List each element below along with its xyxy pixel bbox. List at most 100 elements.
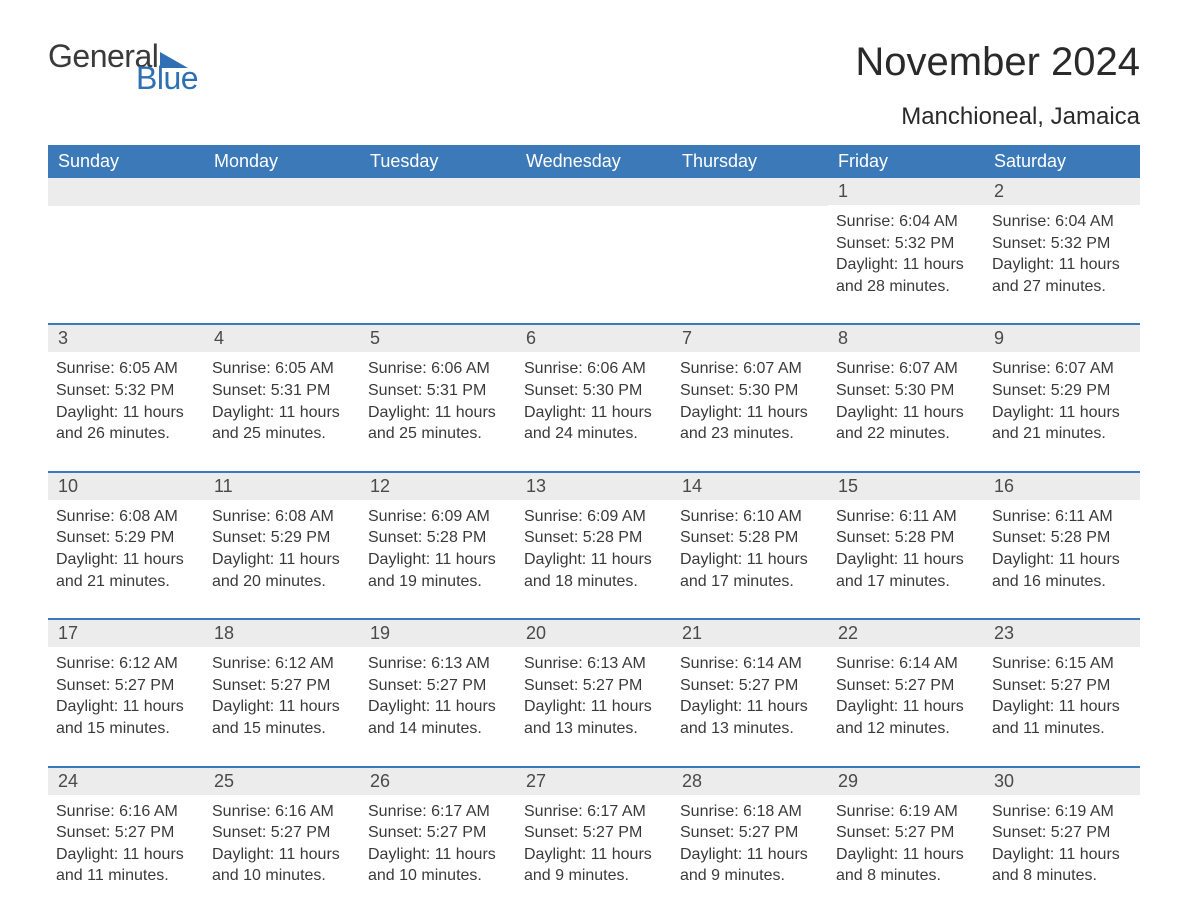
daylight-line: and 23 minutes.	[680, 423, 818, 445]
sunset-line: Sunset: 5:27 PM	[992, 675, 1130, 697]
sunset-line: Sunset: 5:27 PM	[212, 822, 350, 844]
sunset-line: Sunset: 5:28 PM	[680, 527, 818, 549]
sunset-line: Sunset: 5:32 PM	[992, 233, 1130, 255]
day-body: Sunrise: 6:07 AMSunset: 5:30 PMDaylight:…	[828, 352, 984, 448]
daylight-line: and 11 minutes.	[56, 865, 194, 887]
daylight-line: Daylight: 11 hours	[212, 549, 350, 571]
day-number: 4	[204, 325, 360, 352]
day-body: Sunrise: 6:08 AMSunset: 5:29 PMDaylight:…	[48, 500, 204, 596]
sunrise-line: Sunrise: 6:18 AM	[680, 801, 818, 823]
sunrise-line: Sunrise: 6:19 AM	[992, 801, 1130, 823]
day-number: 26	[360, 768, 516, 795]
calendar: SundayMondayTuesdayWednesdayThursdayFrid…	[48, 145, 1140, 891]
day-number: 9	[984, 325, 1140, 352]
daylight-line: Daylight: 11 hours	[836, 696, 974, 718]
day-number: 2	[984, 178, 1140, 205]
daylight-line: Daylight: 11 hours	[992, 844, 1130, 866]
day-number: 11	[204, 473, 360, 500]
daylight-line: Daylight: 11 hours	[992, 254, 1130, 276]
daylight-line: Daylight: 11 hours	[368, 696, 506, 718]
daylight-line: and 10 minutes.	[212, 865, 350, 887]
header: General Blue November 2024 Manchioneal, …	[48, 40, 1140, 131]
sunrise-line: Sunrise: 6:19 AM	[836, 801, 974, 823]
sunset-line: Sunset: 5:28 PM	[368, 527, 506, 549]
day-body: Sunrise: 6:16 AMSunset: 5:27 PMDaylight:…	[204, 795, 360, 891]
daylight-line: and 20 minutes.	[212, 571, 350, 593]
title-block: November 2024 Manchioneal, Jamaica	[855, 40, 1140, 131]
daylight-line: and 15 minutes.	[212, 718, 350, 740]
day-cell: 2Sunrise: 6:04 AMSunset: 5:32 PMDaylight…	[984, 178, 1140, 301]
day-cell: 12Sunrise: 6:09 AMSunset: 5:28 PMDayligh…	[360, 473, 516, 596]
day-body: Sunrise: 6:07 AMSunset: 5:29 PMDaylight:…	[984, 352, 1140, 448]
daylight-line: and 21 minutes.	[56, 571, 194, 593]
sunrise-line: Sunrise: 6:13 AM	[368, 653, 506, 675]
sunset-line: Sunset: 5:27 PM	[836, 675, 974, 697]
day-body: Sunrise: 6:04 AMSunset: 5:32 PMDaylight:…	[984, 205, 1140, 301]
daylight-line: Daylight: 11 hours	[680, 844, 818, 866]
sunset-line: Sunset: 5:30 PM	[836, 380, 974, 402]
day-body: Sunrise: 6:10 AMSunset: 5:28 PMDaylight:…	[672, 500, 828, 596]
daylight-line: and 25 minutes.	[368, 423, 506, 445]
sunrise-line: Sunrise: 6:16 AM	[212, 801, 350, 823]
day-number: 7	[672, 325, 828, 352]
daylight-line: Daylight: 11 hours	[212, 402, 350, 424]
week-row: 1Sunrise: 6:04 AMSunset: 5:32 PMDaylight…	[48, 178, 1140, 301]
sunset-line: Sunset: 5:27 PM	[368, 675, 506, 697]
day-cell: 6Sunrise: 6:06 AMSunset: 5:30 PMDaylight…	[516, 325, 672, 448]
sunrise-line: Sunrise: 6:07 AM	[680, 358, 818, 380]
sunrise-line: Sunrise: 6:11 AM	[836, 506, 974, 528]
week-row: 24Sunrise: 6:16 AMSunset: 5:27 PMDayligh…	[48, 766, 1140, 891]
dow-header-cell: Monday	[204, 145, 360, 178]
sunset-line: Sunset: 5:29 PM	[992, 380, 1130, 402]
day-number: 19	[360, 620, 516, 647]
day-cell: 27Sunrise: 6:17 AMSunset: 5:27 PMDayligh…	[516, 768, 672, 891]
sunrise-line: Sunrise: 6:17 AM	[368, 801, 506, 823]
day-cell: 15Sunrise: 6:11 AMSunset: 5:28 PMDayligh…	[828, 473, 984, 596]
day-body: Sunrise: 6:07 AMSunset: 5:30 PMDaylight:…	[672, 352, 828, 448]
weeks-container: 1Sunrise: 6:04 AMSunset: 5:32 PMDaylight…	[48, 178, 1140, 891]
sunrise-line: Sunrise: 6:15 AM	[992, 653, 1130, 675]
day-number: 16	[984, 473, 1140, 500]
sunrise-line: Sunrise: 6:04 AM	[836, 211, 974, 233]
sunrise-line: Sunrise: 6:06 AM	[368, 358, 506, 380]
daylight-line: Daylight: 11 hours	[992, 696, 1130, 718]
day-body: Sunrise: 6:19 AMSunset: 5:27 PMDaylight:…	[984, 795, 1140, 891]
daylight-line: and 9 minutes.	[524, 865, 662, 887]
day-cell: 21Sunrise: 6:14 AMSunset: 5:27 PMDayligh…	[672, 620, 828, 743]
dow-header-cell: Friday	[828, 145, 984, 178]
day-body: Sunrise: 6:13 AMSunset: 5:27 PMDaylight:…	[360, 647, 516, 743]
day-body: Sunrise: 6:15 AMSunset: 5:27 PMDaylight:…	[984, 647, 1140, 743]
daylight-line: Daylight: 11 hours	[836, 254, 974, 276]
day-number: 8	[828, 325, 984, 352]
dow-header-cell: Tuesday	[360, 145, 516, 178]
sunrise-line: Sunrise: 6:13 AM	[524, 653, 662, 675]
sunrise-line: Sunrise: 6:06 AM	[524, 358, 662, 380]
sunrise-line: Sunrise: 6:09 AM	[524, 506, 662, 528]
day-body: Sunrise: 6:14 AMSunset: 5:27 PMDaylight:…	[828, 647, 984, 743]
empty-day-number	[360, 178, 516, 206]
daylight-line: Daylight: 11 hours	[836, 549, 974, 571]
daylight-line: Daylight: 11 hours	[212, 844, 350, 866]
daylight-line: Daylight: 11 hours	[836, 844, 974, 866]
day-cell: 18Sunrise: 6:12 AMSunset: 5:27 PMDayligh…	[204, 620, 360, 743]
sunrise-line: Sunrise: 6:08 AM	[56, 506, 194, 528]
day-number: 6	[516, 325, 672, 352]
dow-header-cell: Thursday	[672, 145, 828, 178]
day-cell: 30Sunrise: 6:19 AMSunset: 5:27 PMDayligh…	[984, 768, 1140, 891]
sunrise-line: Sunrise: 6:04 AM	[992, 211, 1130, 233]
sunset-line: Sunset: 5:27 PM	[836, 822, 974, 844]
empty-day-cell	[672, 178, 828, 301]
daylight-line: Daylight: 11 hours	[992, 549, 1130, 571]
sunset-line: Sunset: 5:27 PM	[680, 822, 818, 844]
day-number: 29	[828, 768, 984, 795]
sunset-line: Sunset: 5:32 PM	[836, 233, 974, 255]
day-cell: 25Sunrise: 6:16 AMSunset: 5:27 PMDayligh…	[204, 768, 360, 891]
daylight-line: Daylight: 11 hours	[680, 549, 818, 571]
sunrise-line: Sunrise: 6:14 AM	[836, 653, 974, 675]
day-body: Sunrise: 6:19 AMSunset: 5:27 PMDaylight:…	[828, 795, 984, 891]
day-cell: 13Sunrise: 6:09 AMSunset: 5:28 PMDayligh…	[516, 473, 672, 596]
sunrise-line: Sunrise: 6:14 AM	[680, 653, 818, 675]
sunrise-line: Sunrise: 6:07 AM	[836, 358, 974, 380]
sunrise-line: Sunrise: 6:10 AM	[680, 506, 818, 528]
daylight-line: and 8 minutes.	[836, 865, 974, 887]
